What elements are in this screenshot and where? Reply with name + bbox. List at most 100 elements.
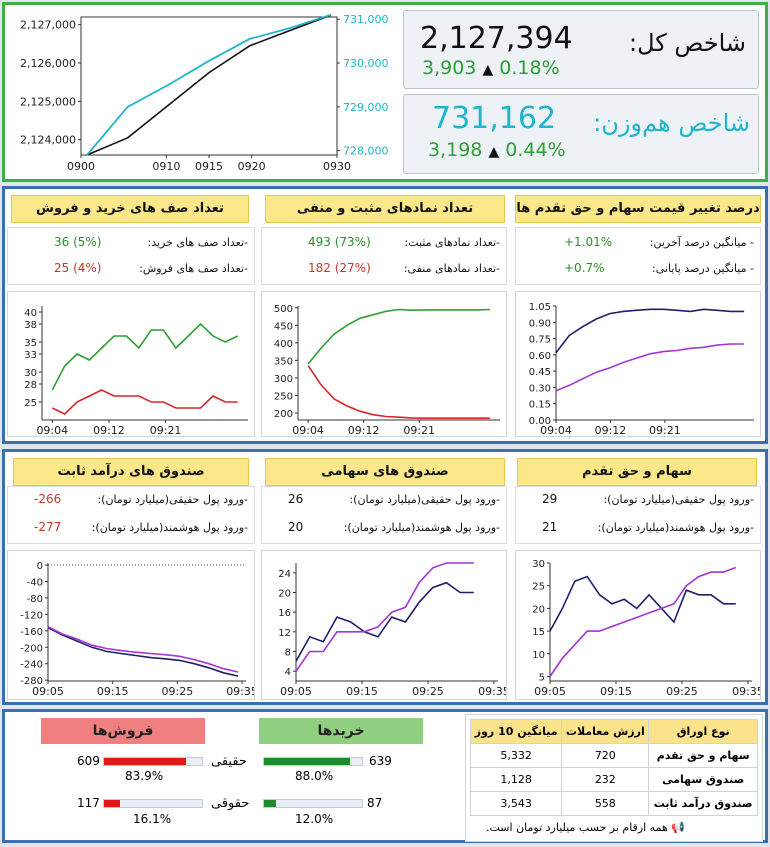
weighted-index-pct: 0.44%	[505, 139, 566, 161]
symbols-count-panel: تعداد نمادهای مثبت و منفی -تعداد نمادهای…	[259, 191, 509, 439]
y-tick-label: 25	[532, 582, 545, 593]
series-line-weighted	[86, 13, 332, 156]
y-tick-label: 5	[539, 672, 545, 683]
total-index-card: 2,127,394 شاخص کل: 3,903 ▲ 0.18%	[403, 10, 759, 89]
symbols-count-chart: 200 250 300 350 400 450 500 09:04 09:12 09:21	[261, 291, 507, 437]
index-chart: 2,124,000 2,125,000 2,126,000 2,127,000 728,…	[20, 13, 389, 173]
table-cell: 720	[561, 743, 650, 768]
weighted-index-card: 731,162 شاخص هم‌وزن: 3,198 ▲ 0.44%	[403, 94, 759, 174]
y-tick-label: -240	[20, 660, 43, 671]
sell-hoghoghi-bar	[103, 799, 203, 808]
y-tick-label: 15	[532, 627, 545, 638]
y-tick-label: 16	[278, 608, 291, 619]
series-line	[555, 343, 745, 392]
weighted-index-value: 731,162	[432, 101, 557, 136]
row-value: 29	[542, 492, 558, 506]
table-cell: صندوق درآمد ثابت	[648, 791, 758, 816]
y-tick-label: 450	[274, 321, 293, 332]
row-value: -277	[34, 520, 62, 534]
series-line	[47, 626, 239, 677]
table-cell: 3,543	[469, 791, 563, 816]
queues-panel: تعداد صف های خرید و فروش -تعداد صف های خ…	[5, 191, 257, 439]
sell-haghighi-pct: 83.9%	[125, 769, 164, 783]
panel-title: تعداد صف های خرید و فروش	[11, 195, 249, 223]
stocks-flow-chart: 5 10 15 20 25 30 09:05 09:15 09:25 09:35	[515, 550, 761, 700]
buy-hoghoghi-pct: 12.0%	[295, 812, 334, 826]
x-tick-label: 09:35	[226, 685, 255, 698]
row-label: -تعداد صف های فروش:	[139, 262, 248, 275]
y-tick-label: 12	[278, 628, 291, 639]
y-tick-label-right: 728,000	[343, 145, 389, 158]
series-line	[549, 575, 736, 632]
buys-header: خریدها	[259, 718, 423, 744]
series-line	[47, 625, 239, 673]
panel-info: -ورود پول حقیقی(میلیارد تومان): -266 -ور…	[7, 486, 255, 544]
trades-table-box: میانگین 10 روز ارزش معاملات نوع اوراق 5,…	[465, 714, 763, 842]
row-value: +0.7%	[564, 261, 605, 275]
series-line	[555, 308, 745, 354]
y-tick-label: 0.00	[529, 416, 551, 427]
x-tick-label: 0930	[323, 160, 351, 173]
y-tick-label: 250	[274, 391, 293, 402]
table-cell: صندوق سهامی	[648, 767, 758, 792]
y-tick-label: -200	[20, 643, 43, 654]
series-line-total	[86, 14, 332, 156]
y-tick-label: -40	[27, 578, 43, 589]
y-tick-label: 0.45	[529, 367, 551, 378]
panel-info: -تعداد نمادهای مثبت: 493 (73%) -تعداد نم…	[261, 227, 507, 285]
y-tick-label-right: 731,000	[343, 13, 389, 26]
y-tick-label: 2,124,000	[20, 134, 76, 147]
up-arrow-icon: ▲	[482, 62, 494, 78]
row-value: -266	[34, 492, 62, 506]
panel-info: -ورود پول حقیقی(میلیارد تومان): 26 -ورود…	[261, 486, 507, 544]
x-tick-label: 09:05	[280, 685, 312, 698]
total-index-change: 3,903 ▲ 0.18%	[422, 57, 560, 79]
row-value: 36 (5%)	[54, 235, 102, 249]
panel-title: سهام و حق تقدم	[517, 458, 757, 486]
y-tick-label: 40	[24, 308, 37, 319]
up-arrow-icon: ▲	[488, 144, 500, 160]
y-tick-label: -120	[20, 610, 43, 621]
stocks-flow-panel: سهام و حق تقدم -ورود پول حقیقی(میلیارد ت…	[513, 454, 763, 700]
trades-summary-section: فروش‌ها خریدها 609 83.9% حقیقی 639 88.0%…	[2, 709, 768, 843]
table-row: 3,543 558 صندوق درآمد ثابت	[469, 791, 758, 816]
table-cell: 5,332	[469, 743, 563, 768]
equity-funds-panel: صندوق های سهامی -ورود پول حقیقی(میلیارد …	[259, 454, 509, 700]
table-cell: 1,128	[469, 767, 563, 792]
series-line	[549, 566, 737, 677]
y-tick-label: 25	[24, 398, 37, 409]
y-tick-label: 350	[274, 356, 293, 367]
series-line	[51, 322, 239, 391]
x-tick-label: 09:15	[97, 685, 129, 698]
x-tick-label: 09:12	[595, 424, 627, 437]
y-tick-label: 24	[278, 569, 291, 580]
x-tick-label: 09:25	[412, 685, 444, 698]
x-tick-label: 09:05	[534, 685, 566, 698]
weighted-index-change: 3,198 ▲ 0.44%	[428, 139, 566, 161]
y-tick-label: 0.30	[529, 383, 551, 394]
buy-haghighi-pct: 88.0%	[295, 769, 334, 783]
x-tick-label: 09:15	[346, 685, 378, 698]
y-tick-label: -160	[20, 627, 43, 638]
total-index-value: 2,127,394	[420, 21, 573, 56]
y-tick-label: 2,126,000	[20, 57, 76, 70]
buy-hoghoghi-bar	[263, 799, 363, 808]
row-label: -ورود پول حقیقی(میلیارد تومان):	[97, 493, 248, 506]
row-label: -تعداد صف های خرید:	[147, 236, 248, 249]
y-tick-label: 0.15	[529, 400, 551, 411]
money-flow-section: سهام و حق تقدم -ورود پول حقیقی(میلیارد ت…	[2, 449, 768, 705]
y-tick-label: 20	[278, 589, 291, 600]
buy-hoghoghi-value: 87	[367, 796, 383, 810]
panel-title: درصد تغییر قیمت سهام و حق تقدم ها	[515, 195, 761, 223]
series-line	[295, 581, 474, 662]
x-tick-label: 0910	[152, 160, 180, 173]
row-value: 26	[288, 492, 304, 506]
buy-haghighi-value: 639	[369, 754, 392, 768]
y-tick-label: 35	[24, 338, 37, 349]
table-note: 📢 همه ارقام بر حسب میلیارد تومان است.	[486, 821, 685, 834]
row-label: -ورود پول هوشمند(میلیارد تومان):	[91, 521, 248, 534]
sells-header: فروش‌ها	[41, 718, 205, 744]
y-tick-label: 0.60	[529, 351, 551, 362]
